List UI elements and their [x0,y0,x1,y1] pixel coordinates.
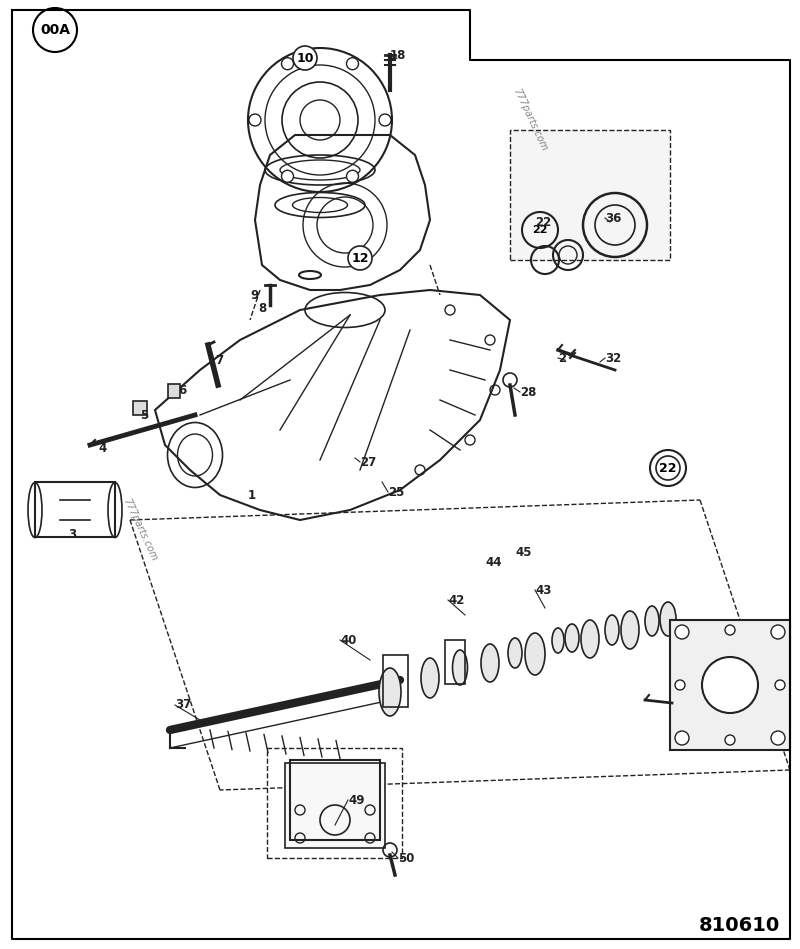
Ellipse shape [508,638,522,668]
Circle shape [771,625,785,639]
Text: 7: 7 [215,353,223,366]
Text: 12: 12 [351,251,369,265]
Text: 810610: 810610 [698,916,780,935]
Circle shape [293,46,317,70]
Text: 37: 37 [175,698,191,712]
Text: 777parts.com: 777parts.com [121,497,159,563]
Text: 43: 43 [535,584,551,597]
Text: 1: 1 [248,489,256,501]
Ellipse shape [621,611,639,649]
Circle shape [282,170,294,182]
Circle shape [702,657,758,713]
Bar [133,401,147,415]
Text: 40: 40 [340,634,356,646]
Bar [35,482,115,537]
Circle shape [675,680,685,690]
Ellipse shape [581,620,599,658]
Circle shape [675,731,689,745]
Circle shape [346,58,358,69]
Text: 44: 44 [485,555,502,568]
Circle shape [675,625,689,639]
Circle shape [348,246,372,270]
Ellipse shape [565,624,579,652]
Text: 00A: 00A [40,23,70,37]
Bar [267,748,402,858]
Circle shape [725,735,735,745]
Ellipse shape [605,615,619,645]
Circle shape [771,731,785,745]
Bar [670,620,790,750]
Ellipse shape [453,650,467,685]
Text: 28: 28 [520,385,536,399]
Text: 50: 50 [398,851,414,865]
Ellipse shape [645,606,659,636]
Text: 22: 22 [660,463,676,473]
Text: 18: 18 [390,48,406,62]
Circle shape [725,625,735,635]
Bar [290,760,380,840]
Text: 45: 45 [515,546,531,559]
Ellipse shape [481,644,499,682]
Text: 49: 49 [348,793,365,807]
Circle shape [656,456,680,480]
Bar [383,655,408,707]
Text: 36: 36 [605,212,622,225]
Text: 10: 10 [296,51,314,65]
Text: 42: 42 [448,593,464,606]
Text: 6: 6 [178,383,186,397]
Text: 22: 22 [535,215,551,229]
Bar [445,640,465,684]
Circle shape [775,680,785,690]
Bar [168,384,180,398]
Bar [510,130,670,260]
Text: 32: 32 [605,351,622,364]
Text: 22: 22 [532,225,548,235]
Text: 4: 4 [98,441,106,455]
Text: 8: 8 [258,302,266,314]
Circle shape [282,58,294,69]
Text: 5: 5 [140,408,148,421]
Bar [285,763,385,848]
Text: 25: 25 [388,486,404,498]
Ellipse shape [379,668,401,716]
Ellipse shape [525,633,545,675]
Circle shape [346,170,358,182]
Ellipse shape [660,602,676,636]
Text: 777parts.com: 777parts.com [511,87,549,153]
Text: 22: 22 [659,461,677,474]
Circle shape [379,114,391,126]
Circle shape [249,114,261,126]
Ellipse shape [421,658,439,698]
Text: 9: 9 [250,288,258,302]
Text: 3: 3 [68,529,76,542]
Ellipse shape [552,628,564,653]
Text: 27: 27 [360,456,376,469]
Text: 2: 2 [558,351,566,364]
